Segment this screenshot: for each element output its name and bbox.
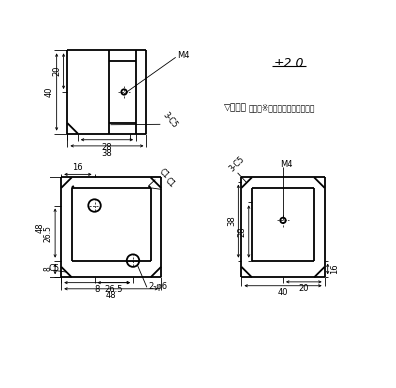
- Text: 38: 38: [101, 149, 112, 158]
- Text: M4: M4: [280, 160, 293, 169]
- Text: 26.5: 26.5: [44, 225, 53, 241]
- Text: 48: 48: [106, 291, 116, 300]
- Text: M4: M4: [177, 51, 190, 60]
- Text: C1: C1: [163, 177, 177, 190]
- Text: 28: 28: [102, 143, 112, 152]
- Text: 40: 40: [278, 288, 288, 297]
- Text: 20: 20: [52, 66, 61, 76]
- Text: 20: 20: [299, 284, 309, 293]
- Text: ▽（～）: ▽（～）: [224, 104, 247, 113]
- Text: C1: C1: [157, 166, 170, 180]
- Text: 38: 38: [227, 216, 236, 227]
- Text: 28: 28: [238, 226, 246, 237]
- Text: 26.5: 26.5: [105, 285, 123, 294]
- Text: 指定面※角部ハ輽タ面取リノ事: 指定面※角部ハ輽タ面取リノ事: [248, 104, 315, 113]
- Text: 2-φ6: 2-φ6: [148, 282, 168, 291]
- Text: 48: 48: [35, 222, 44, 233]
- Text: 40: 40: [45, 87, 53, 97]
- Text: 16: 16: [330, 263, 339, 274]
- Text: 16: 16: [72, 163, 83, 172]
- Text: C5: C5: [48, 264, 59, 273]
- Text: 3-C5: 3-C5: [161, 110, 179, 130]
- Text: 8: 8: [94, 285, 100, 294]
- Text: ±2.0: ±2.0: [274, 57, 305, 69]
- Text: 3-C5: 3-C5: [228, 154, 246, 173]
- Text: 8: 8: [44, 267, 53, 271]
